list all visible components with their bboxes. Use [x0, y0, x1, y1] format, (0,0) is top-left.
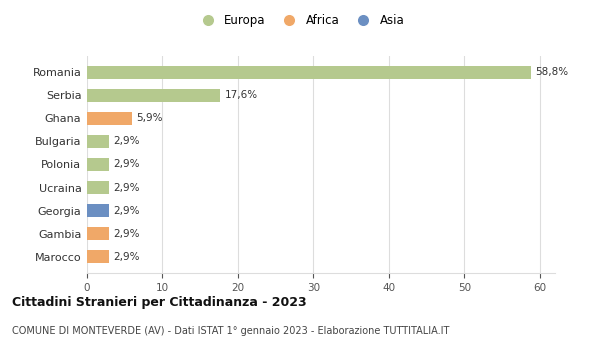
Text: 2,9%: 2,9%	[113, 183, 140, 193]
Bar	[87, 135, 109, 148]
Bar	[87, 112, 131, 125]
Text: 2,9%: 2,9%	[113, 252, 140, 262]
Text: Cittadini Stranieri per Cittadinanza - 2023: Cittadini Stranieri per Cittadinanza - 2…	[12, 296, 307, 309]
Text: 2,9%: 2,9%	[113, 229, 140, 239]
Text: 17,6%: 17,6%	[224, 90, 257, 100]
Text: 2,9%: 2,9%	[113, 136, 140, 146]
Bar	[87, 181, 109, 194]
Text: 5,9%: 5,9%	[136, 113, 163, 123]
Text: 2,9%: 2,9%	[113, 206, 140, 216]
Bar	[87, 228, 109, 240]
Text: 2,9%: 2,9%	[113, 160, 140, 169]
Bar	[87, 251, 109, 263]
Bar	[87, 158, 109, 171]
Legend: Europa, Africa, Asia: Europa, Africa, Asia	[191, 9, 409, 32]
Bar	[87, 66, 531, 78]
Bar	[87, 204, 109, 217]
Text: COMUNE DI MONTEVERDE (AV) - Dati ISTAT 1° gennaio 2023 - Elaborazione TUTTITALIA: COMUNE DI MONTEVERDE (AV) - Dati ISTAT 1…	[12, 326, 449, 336]
Text: 58,8%: 58,8%	[535, 67, 568, 77]
Bar	[87, 89, 220, 102]
